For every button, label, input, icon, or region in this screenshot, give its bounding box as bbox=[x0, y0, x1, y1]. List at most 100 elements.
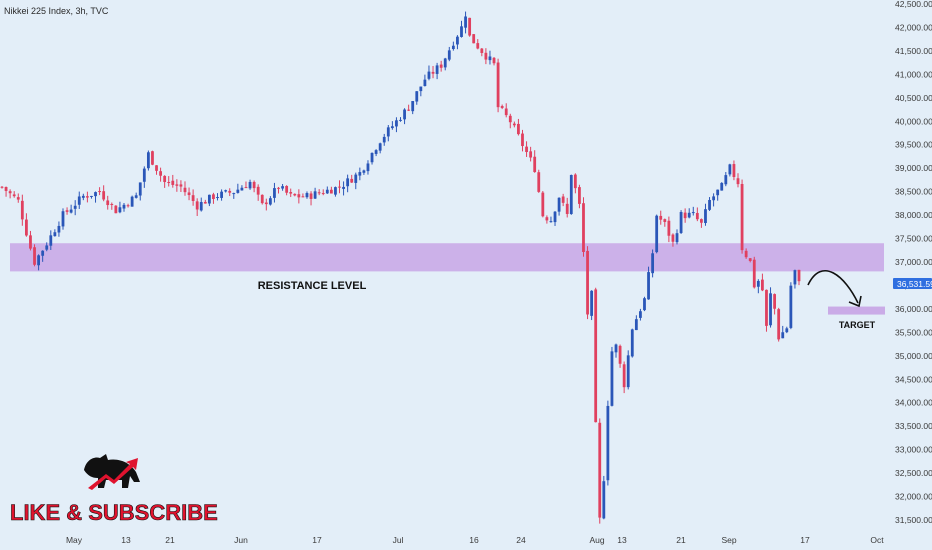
candle-body bbox=[374, 150, 378, 154]
candle-body bbox=[12, 194, 16, 197]
candle-body bbox=[94, 192, 97, 197]
candle-body bbox=[122, 204, 126, 209]
x-tick-label: Jul bbox=[393, 535, 404, 545]
y-tick-label: 33,500.00 bbox=[895, 421, 932, 431]
candle-body bbox=[708, 199, 711, 210]
candle-body bbox=[460, 26, 463, 37]
candle-body bbox=[126, 205, 130, 207]
candle-body bbox=[691, 212, 695, 214]
candle-body bbox=[765, 289, 768, 326]
x-tick-label: Jun bbox=[234, 535, 248, 545]
candle-body bbox=[317, 192, 321, 194]
candle-body bbox=[325, 189, 329, 194]
candle-body bbox=[419, 86, 423, 92]
candle-body bbox=[447, 50, 451, 60]
candle-body bbox=[281, 186, 284, 189]
candle-body bbox=[512, 123, 516, 126]
x-tick-label: 13 bbox=[617, 535, 627, 545]
candle-body bbox=[521, 133, 524, 147]
candle-body bbox=[492, 57, 496, 64]
candle-body bbox=[33, 247, 36, 265]
candle-body bbox=[732, 164, 736, 177]
candle-body bbox=[756, 280, 760, 287]
candle-body bbox=[358, 172, 362, 176]
target-zone bbox=[828, 306, 885, 315]
candle-body bbox=[704, 209, 707, 224]
y-tick-label: 37,000.00 bbox=[895, 257, 932, 267]
candle-body bbox=[443, 58, 447, 68]
candle-body bbox=[399, 119, 402, 121]
candle-body bbox=[203, 201, 207, 204]
candle-body bbox=[354, 174, 358, 183]
like-subscribe-banner[interactable]: LIKE & SUBSCRIBE bbox=[10, 500, 218, 526]
candle-body bbox=[41, 250, 45, 256]
candle-body bbox=[769, 293, 772, 326]
candle-body bbox=[81, 195, 85, 198]
candle-body bbox=[130, 196, 134, 207]
candle-body bbox=[285, 185, 289, 193]
x-tick-label: Oct bbox=[870, 535, 884, 545]
y-tick-label: 34,500.00 bbox=[895, 374, 932, 384]
candle-body bbox=[561, 196, 565, 203]
candle-body bbox=[65, 210, 69, 212]
candle-body bbox=[435, 65, 439, 74]
candle-body bbox=[480, 48, 484, 53]
price-axis[interactable]: 31,500.00 32,000.00 32,500.00 33,000.00 33,5… bbox=[895, 0, 932, 525]
candle-body bbox=[85, 196, 89, 198]
candle-body bbox=[793, 270, 797, 285]
candle-body bbox=[110, 203, 114, 205]
candle-body bbox=[403, 109, 406, 120]
zones-layer bbox=[10, 243, 885, 315]
candle-body bbox=[240, 187, 244, 191]
y-tick-label: 42,500.00 bbox=[895, 0, 932, 9]
candle-body bbox=[199, 202, 203, 211]
candle-body bbox=[695, 212, 699, 220]
candle-body bbox=[476, 43, 480, 49]
candle-body bbox=[69, 209, 73, 213]
candle-body bbox=[142, 168, 146, 182]
candle-body bbox=[395, 120, 398, 127]
y-tick-label: 36,000.00 bbox=[895, 304, 932, 314]
candle-body bbox=[228, 190, 232, 193]
candle-body bbox=[175, 184, 179, 186]
candle-body bbox=[545, 217, 549, 221]
candle-body bbox=[427, 71, 431, 79]
x-tick-label: May bbox=[66, 535, 83, 545]
candle-body bbox=[781, 332, 785, 339]
candles-layer bbox=[0, 11, 801, 524]
candle-body bbox=[529, 151, 533, 158]
candle-body bbox=[472, 34, 476, 44]
candle-body bbox=[277, 187, 280, 189]
candle-body bbox=[0, 186, 4, 188]
candle-body bbox=[525, 146, 528, 153]
candle-body bbox=[114, 205, 118, 214]
candle-body bbox=[671, 234, 675, 242]
candle-body bbox=[643, 298, 646, 311]
y-tick-label: 41,000.00 bbox=[895, 69, 932, 79]
candle-body bbox=[484, 52, 488, 60]
candle-body bbox=[342, 186, 345, 189]
candle-body bbox=[630, 329, 634, 357]
candle-body bbox=[578, 187, 581, 204]
projection-arrow bbox=[807, 270, 859, 304]
candle-body bbox=[590, 290, 594, 316]
candle-body bbox=[651, 253, 655, 274]
y-tick-label: 38,000.00 bbox=[895, 210, 932, 220]
rising-arrow-icon bbox=[88, 458, 138, 490]
candle-body bbox=[224, 190, 228, 192]
x-tick-label: 24 bbox=[516, 535, 526, 545]
candle-body bbox=[789, 285, 793, 328]
candle-body bbox=[679, 212, 683, 233]
y-tick-label: 32,500.00 bbox=[895, 468, 932, 478]
candle-body bbox=[362, 170, 366, 173]
y-tick-label: 33,000.00 bbox=[895, 445, 932, 455]
candle-body bbox=[464, 16, 467, 28]
candle-body bbox=[724, 175, 728, 185]
candle-body bbox=[264, 202, 268, 205]
bull-icon bbox=[84, 454, 140, 488]
time-axis[interactable]: May 13 21 Jun 17 Jul 16 24 Aug 13 21 Sep 17 Oct bbox=[66, 535, 884, 545]
y-tick-label: 34,000.00 bbox=[895, 398, 932, 408]
candle-body bbox=[610, 351, 614, 406]
